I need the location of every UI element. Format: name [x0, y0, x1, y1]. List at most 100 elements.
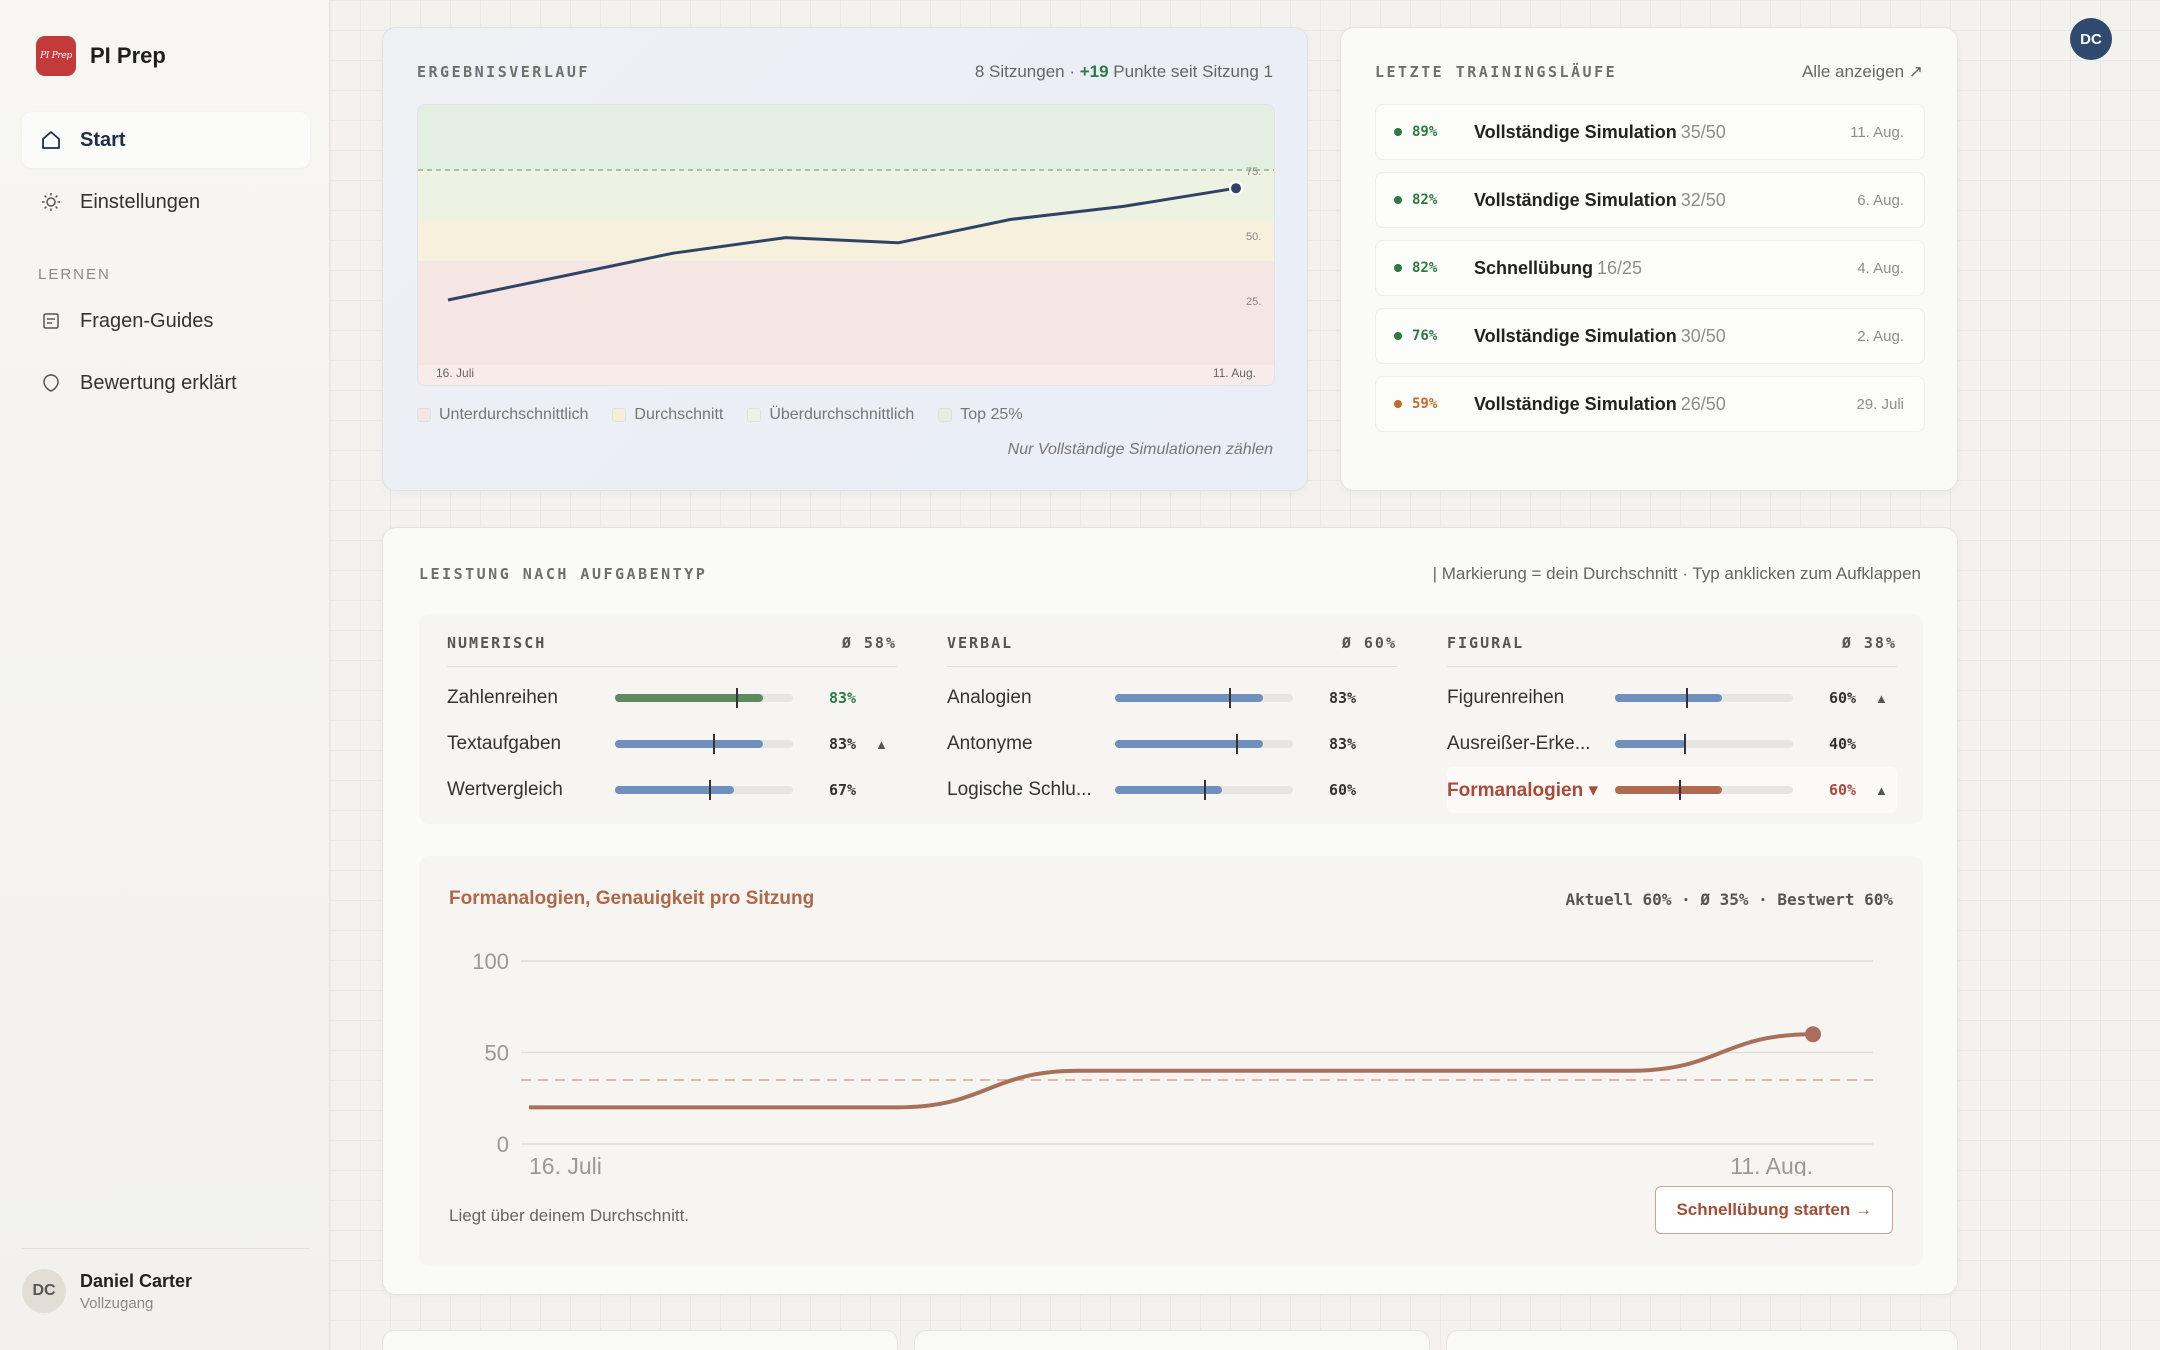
results-meta: 8 Sitzungen · +19 Punkte seit Sitzung 1	[974, 62, 1273, 81]
detail-chart-svg: 0 50 100 16. Juli 11. Aug.	[472, 949, 1873, 1176]
status-dot	[1394, 128, 1402, 136]
results-line	[447, 186, 1237, 302]
run-date: 2. Aug.	[1857, 327, 1904, 345]
runs-list: 89% Vollständige Simulation 35/50 11. Aug. 8…	[1375, 104, 1925, 444]
run-row[interactable]: 82% Schnellübung 16/25 4. Aug.	[1375, 240, 1925, 296]
brand[interactable]: PI Prep PI Prep	[36, 36, 166, 76]
sidebar-item-guides[interactable]: Fragen-Guides	[22, 293, 310, 349]
accuracy-bar	[1115, 734, 1293, 754]
accuracy-bar-fill	[1615, 786, 1722, 794]
x-tick-label: 11. Aug.	[1730, 1153, 1813, 1176]
task-accuracy: 67%	[829, 781, 857, 799]
home-icon	[40, 129, 62, 151]
results-chart-svg: 25. 50. 75. 16. Juli 11. Aug.	[418, 105, 1274, 385]
status-dot	[1394, 264, 1402, 272]
task-row[interactable]: Analogien 83%	[947, 675, 1397, 721]
sidebar-item-scoring[interactable]: Bewertung erklärt	[22, 355, 310, 411]
status-dot	[1394, 196, 1402, 204]
task-row[interactable]: Antonyme 83%	[947, 721, 1397, 767]
accuracy-bar	[1615, 734, 1793, 754]
column-rows: Analogien 83% Antonyme 83% Logische Schlu...…	[947, 667, 1397, 813]
y-tick-label: 50.	[1246, 231, 1261, 243]
sidebar-item-start[interactable]: Start	[22, 112, 310, 168]
detail-title: Formanalogien, Genauigkeit pro Sitzung	[449, 888, 815, 909]
accuracy-bar-fill	[1615, 694, 1722, 702]
y-tick-label: 50	[485, 1041, 509, 1066]
document-icon	[40, 310, 62, 332]
x-tick-label: 16. Juli	[436, 366, 474, 380]
accuracy-bar	[1115, 780, 1293, 800]
accuracy-bar-fill	[615, 786, 735, 794]
user-plan: Vollzugang	[80, 1294, 154, 1312]
task-row[interactable]: Textaufgaben 83% ▲	[447, 721, 897, 767]
run-row[interactable]: 89% Vollständige Simulation 35/50 11. Aug.	[1375, 104, 1925, 160]
sidebar-item-settings[interactable]: Einstellungen	[22, 174, 310, 230]
average-marker	[1679, 780, 1682, 800]
run-count: 32/50	[1680, 189, 1726, 210]
task-accuracy: 40%	[1829, 735, 1857, 753]
legend-item: Überdurchschnittlich	[747, 406, 914, 424]
task-row[interactable]: Ausreißer-Erke... 40%	[1447, 721, 1897, 767]
current-point[interactable]	[1805, 1026, 1821, 1043]
run-score: 89%	[1412, 124, 1438, 140]
next-card-3	[1446, 1330, 1958, 1350]
task-row[interactable]: Zahlenreihen 83%	[447, 675, 897, 721]
accuracy-bar-fill	[1115, 786, 1222, 794]
detail-panel: Formanalogien, Genauigkeit pro Sitzung A…	[419, 856, 1923, 1266]
column-average: Ø 60%	[1341, 634, 1397, 652]
run-name: Schnellübung	[1474, 257, 1593, 278]
task-label: Zahlenreihen	[447, 687, 558, 708]
sidebar-item-label: Einstellungen	[80, 190, 201, 213]
task-type-columns: NUMERISCH Ø 58% Zahlenreihen 83% Textaufgabe…	[419, 614, 1923, 824]
quick-practice-button[interactable]: Schnellübung starten →	[1655, 1186, 1893, 1234]
legend-item: Top 25%	[938, 406, 1023, 424]
column-header: FIGURAL Ø 38%	[1447, 614, 1897, 667]
y-tick-label: 75.	[1246, 166, 1261, 178]
score-band-base	[418, 365, 1274, 385]
run-row[interactable]: 76% Vollständige Simulation 30/50 2. Aug.	[1375, 308, 1925, 364]
user-profile[interactable]: DC Daniel Carter Vollzugang	[22, 1248, 310, 1313]
task-accuracy: 83%	[1329, 689, 1357, 707]
run-count: 26/50	[1680, 393, 1726, 414]
column-name: NUMERISCH	[447, 634, 547, 652]
task-row[interactable]: Logische Schlu... 60%	[947, 767, 1397, 813]
results-card: ERGEBNISVERLAUF 8 Sitzungen · +19 Punkte…	[382, 27, 1308, 491]
nav-section-label: LERNEN	[38, 266, 111, 283]
task-row[interactable]: Wertvergleich 67%	[447, 767, 897, 813]
detail-note: Liegt über deinem Durchschnitt.	[449, 1206, 690, 1225]
run-name: Vollständige Simulation	[1474, 189, 1677, 210]
sidebar-nav: Start Einstellungen LERNEN Fragen-Guides…	[22, 112, 310, 417]
legend-swatch	[417, 408, 431, 422]
sidebar: PI Prep PI Prep Start Einstellungen LERN…	[0, 0, 330, 1350]
run-row[interactable]: 82% Vollständige Simulation 32/50 6. Aug.	[1375, 172, 1925, 228]
show-all-link[interactable]: Alle anzeigen ↗	[1801, 62, 1923, 81]
accuracy-bar	[615, 780, 793, 800]
task-label: Ausreißer-Erke...	[1447, 733, 1591, 754]
accuracy-bar	[1615, 688, 1793, 708]
task-row[interactable]: Figurenreihen 60% ▲	[1447, 675, 1897, 721]
run-row[interactable]: 59% Vollständige Simulation 26/50 29. Juli	[1375, 376, 1925, 432]
task-label: Figurenreihen	[1447, 687, 1565, 708]
x-tick-label: 11. Aug.	[1213, 366, 1256, 380]
task-label: Antonyme	[947, 733, 1033, 754]
legend-label: Unterdurchschnittlich	[439, 406, 589, 423]
shield-icon	[40, 372, 62, 394]
task-label: Formanalogien ▾	[1447, 779, 1598, 801]
legend-swatch	[938, 408, 953, 422]
task-column: FIGURAL Ø 38% Figurenreihen 60% ▲ Ausreißer-E…	[1447, 614, 1897, 813]
performance-card: LEISTUNG NACH AUFGABENTYP | Markierung =…	[382, 527, 1958, 1295]
accuracy-bar-fill	[1615, 740, 1687, 748]
task-accuracy: 60%	[1329, 781, 1357, 799]
run-score: 82%	[1412, 192, 1438, 208]
task-accuracy: 83%	[1329, 735, 1357, 753]
task-row[interactable]: Formanalogien ▾ 60% ▲	[1447, 767, 1897, 813]
performance-hint: | Markierung = dein Durchschnitt · Typ a…	[1432, 564, 1921, 583]
header-avatar[interactable]: DC	[2070, 18, 2112, 60]
legend-label: Durchschnitt	[634, 406, 724, 423]
results-point[interactable]	[1229, 181, 1243, 196]
average-marker	[1236, 734, 1239, 754]
sidebar-item-label: Bewertung erklärt	[80, 371, 237, 394]
results-title: ERGEBNISVERLAUF	[417, 63, 590, 81]
column-average: Ø 58%	[841, 634, 897, 652]
score-band	[418, 261, 1274, 365]
